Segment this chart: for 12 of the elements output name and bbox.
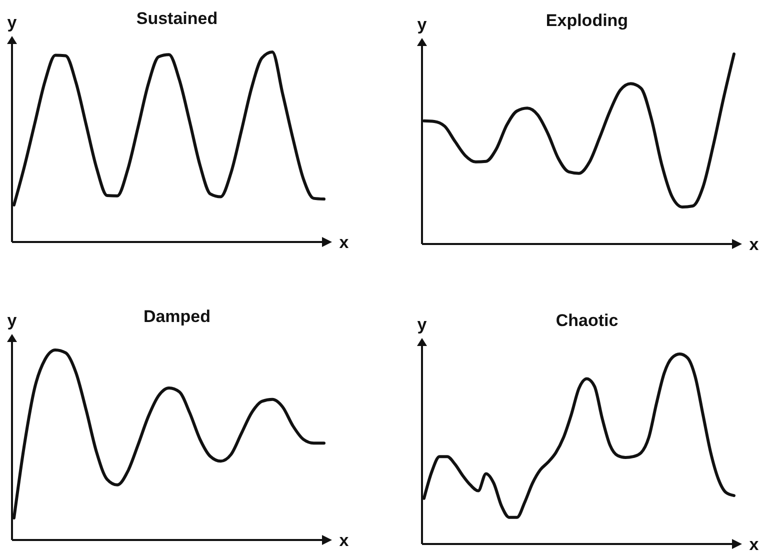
chart-title: Damped [143,307,211,326]
y-axis-title: y [7,13,18,32]
chart-title: Exploding [546,11,628,30]
x-axis-title: x [749,235,760,254]
x-axis-title: x [749,535,760,552]
x-axis-title: x [339,531,350,550]
y-axis-title: y [417,15,428,34]
y-axis-title: y [417,315,428,334]
x-axis-title: x [339,233,350,252]
chart-title: Sustained [136,9,218,28]
chart-title: Chaotic [556,311,618,330]
y-axis-title: y [7,311,18,330]
